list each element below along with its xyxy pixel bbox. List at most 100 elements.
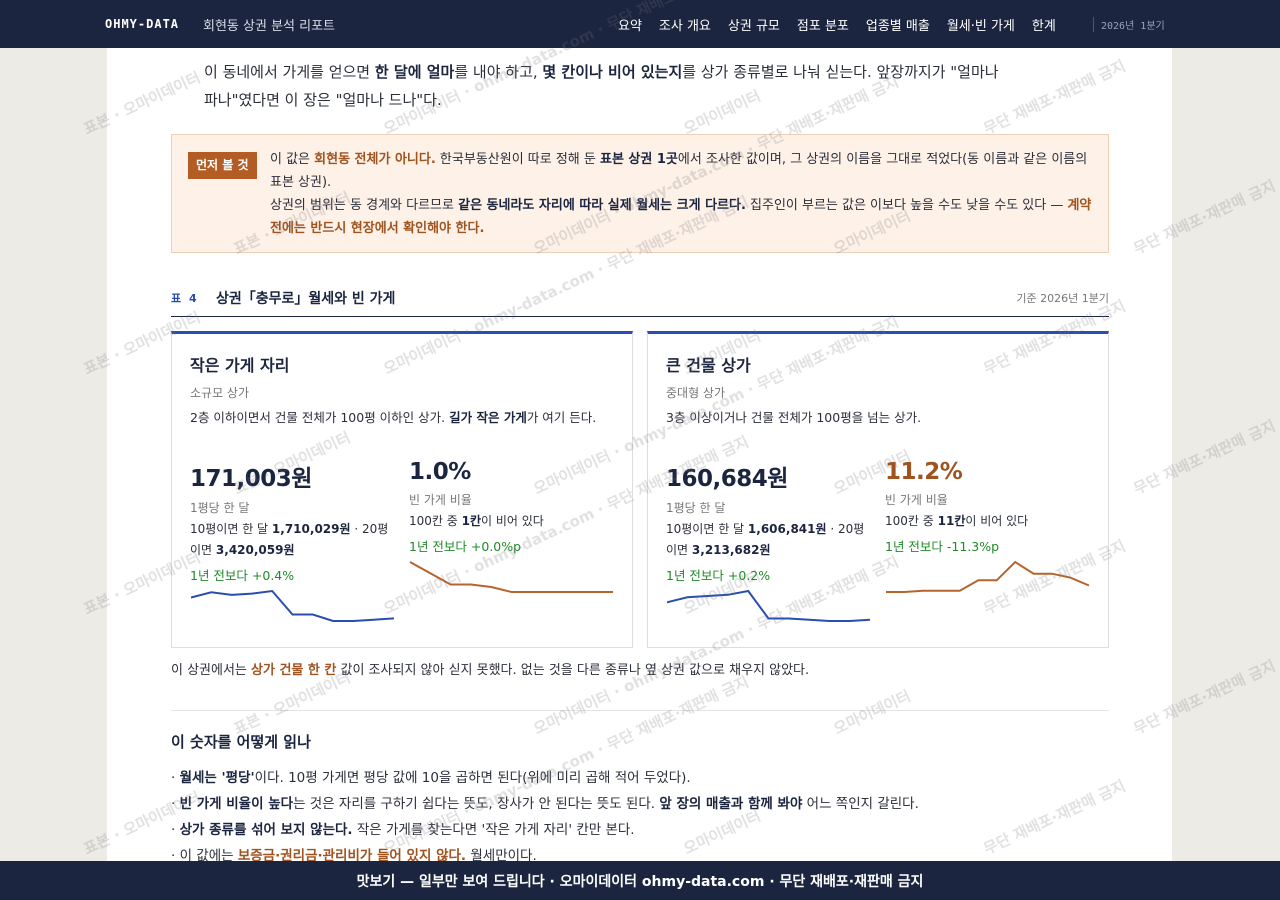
card-title: 작은 가게 자리 xyxy=(190,356,290,375)
text-run: 를 내야 하고, xyxy=(454,63,543,81)
text-run: 100칸 중 xyxy=(885,514,938,528)
metric-value: 171,003원 xyxy=(190,466,312,492)
text-run: 10평이면 한 달 xyxy=(190,522,272,536)
text-run: 같은 동네라도 자리에 따라 실제 월세는 크게 다르다. xyxy=(458,198,746,213)
text-run: · 20평이면 xyxy=(190,522,389,557)
metric-label: 빈 가게 비율 xyxy=(409,493,472,507)
text-run: 10평이면 한 달 xyxy=(666,522,748,536)
card-title: 큰 건물 상가 xyxy=(666,356,751,375)
metric-change: 1년 전보다 +0.4% xyxy=(190,568,295,583)
text-run: 11칸 xyxy=(937,514,966,528)
intro: 이 동네에서 가게를 얻으면 한 달에 얼마를 내야 하고, 몇 칸이나 비어 … xyxy=(204,58,1004,114)
metric-change: 1년 전보다 +0.0%p xyxy=(409,539,522,554)
trend-line xyxy=(190,589,395,622)
text-run: 길가 작은 가게 xyxy=(449,410,527,425)
metric: 171,003원 1평당 한 달 10평이면 한 달 1,710,029원 · 20… xyxy=(190,459,395,624)
notice-line: 상권의 범위는 동 경계와 다르므로 같은 동네라도 자리에 따라 실제 월세는… xyxy=(270,194,1092,240)
text-run: 가 여기 든다. xyxy=(526,410,597,425)
text-run: 100칸 중 xyxy=(409,514,462,528)
metric-detail: 100칸 중 11칸이 비어 있다 xyxy=(885,511,1090,532)
nav-item[interactable]: 월세·빈 가게 xyxy=(946,18,1015,34)
metric-detail: 10평이면 한 달 1,606,841원 · 20평이면 3,213,682원 xyxy=(666,519,871,561)
nav-item[interactable]: 점포 분포 xyxy=(796,18,849,34)
metric-change: 1년 전보다 +0.2% xyxy=(666,568,771,583)
sparkline xyxy=(409,561,613,593)
sparkline xyxy=(666,589,871,622)
brand[interactable]: OHMY-DATA xyxy=(105,17,180,31)
text-run: 3,420,059원 xyxy=(215,543,295,557)
nav-item[interactable]: 한계 xyxy=(1031,18,1056,34)
text-run: 이 비어 있다 xyxy=(481,514,544,528)
text-run: 1,710,029원 xyxy=(271,522,351,536)
text-run: 이 비어 있다 xyxy=(965,514,1029,528)
text-run: 이 동네에서 가게를 얻으면 xyxy=(204,63,375,81)
metrics: 171,003원 1평당 한 달 10평이면 한 달 1,710,029원 · 20… xyxy=(190,459,614,624)
text-run: 1,606,841원 xyxy=(747,522,827,536)
text-run: 앞 장의 매출과 함께 봐야 xyxy=(659,796,803,812)
text-run: 이 값은 xyxy=(270,152,315,167)
metric-detail: 100칸 중 1칸이 비어 있다 xyxy=(409,511,614,532)
notice: 먼저 볼 것 이 값은 회현동 전체가 아니다. 한국부동산원이 따로 정해 둔… xyxy=(171,134,1109,253)
metrics: 160,684원 1평당 한 달 10평이면 한 달 1,606,841원 · 20… xyxy=(666,459,1090,624)
nav: 요약 조사 개요 상권 규모 점포 분포 업종별 매출 월세·빈 가게 한계 xyxy=(618,15,1056,34)
metric: 1.0% 빈 가게 비율 100칸 중 1칸이 비어 있다 1년 전보다 +0.0%p xyxy=(409,459,614,624)
text-run: 몇 칸이나 비어 있는지 xyxy=(542,63,683,81)
nav-item[interactable]: 요약 xyxy=(618,18,642,34)
report-title: 회현동 상권 분석 리포트 xyxy=(203,18,335,34)
text-run: 작은 가게를 찾는다면 '작은 가게 자리' 칸만 본다. xyxy=(352,822,635,838)
metric-change: 1년 전보다 -11.3%p xyxy=(885,539,1000,554)
trend-line xyxy=(886,560,1090,593)
section-title: 이 숫자를 어떻게 읽나 xyxy=(171,733,311,751)
text-run: 를 상가 종류별로 나눠 싣는다. 앞장까지가 "얼마나 파나"였다면 이 장은… xyxy=(204,63,999,109)
metric-label: 빈 가게 비율 xyxy=(885,493,948,507)
text-run: 이다. 10평 가게면 평당 값에 10을 곱하면 된다(위에 미리 곱해 적어… xyxy=(254,770,691,786)
text-run: 어느 쪽인지 갈린다. xyxy=(802,796,919,812)
notice-tag: 먼저 볼 것 xyxy=(188,152,257,179)
nav-item[interactable]: 조사 개요 xyxy=(658,18,711,34)
metric-label: 1평당 한 달 xyxy=(190,501,250,515)
text-run: 표본 상권 1곳 xyxy=(599,152,678,167)
sparkline xyxy=(190,589,395,622)
nav-item[interactable]: 업종별 매출 xyxy=(865,18,930,34)
text-run: 회현동 전체가 아니다. xyxy=(314,152,436,167)
howto-item: 월세는 '평당'이다. 10평 가게면 평당 값에 10을 곱하면 된다(위에 … xyxy=(171,765,919,791)
content: 이 동네에서 가게를 얻으면 한 달에 얼마를 내야 하고, 몇 칸이나 비어 … xyxy=(107,48,1172,861)
metric: 11.2% 빈 가게 비율 100칸 중 11칸이 비어 있다 1년 전보다 -11.… xyxy=(885,459,1090,624)
nav-item[interactable]: 상권 규모 xyxy=(727,18,780,34)
footer: 맛보기 — 일부만 보여 드립니다 · 오마이데이터 ohmy-data.com… xyxy=(0,861,1280,900)
text-run: 월세만이다. xyxy=(466,848,537,861)
howto-list: 월세는 '평당'이다. 10평 가게면 평당 값에 10을 곱하면 된다(위에 … xyxy=(171,765,919,861)
metric-label: 1평당 한 달 xyxy=(666,501,726,515)
text-run: 보증금·권리금·관리비가 들어 있지 않다. xyxy=(237,848,467,861)
table-note: 이 상권에서는 상가 건물 한 칸 값이 조사되지 않아 싣지 못했다. 없는 … xyxy=(171,659,809,678)
text-run: 한국부동산원이 따로 정해 둔 xyxy=(435,152,600,167)
howto-item: 상가 종류를 섞어 보지 않는다. 작은 가게를 찾는다면 '작은 가게 자리'… xyxy=(171,817,919,843)
text-run: · 20평이면 xyxy=(666,522,865,557)
table-header: 표 4 상권「충무로」월세와 빈 가게 기준 2026년 1분기 xyxy=(171,284,1109,317)
table-basis: 기준 2026년 1분기 xyxy=(1016,292,1109,305)
sparkline xyxy=(886,560,1090,593)
text-run: 이 상권에서는 xyxy=(171,663,252,678)
text-run: 상가 건물 한 칸 xyxy=(251,663,337,678)
metric-value: 11.2% xyxy=(885,459,963,485)
text-run: 값이 조사되지 않아 싣지 못했다. 없는 것을 다른 종류나 옆 상권 값으로… xyxy=(336,663,810,678)
text-run: 집주인이 부르는 값은 이보다 높을 수도 낮을 수도 있다 — xyxy=(745,198,1068,213)
metric-value: 160,684원 xyxy=(666,466,788,492)
howto-item: 빈 가게 비율이 높다는 것은 자리를 구하기 쉽다는 뜻도, 장사가 안 된다… xyxy=(171,791,919,817)
table-title: 상권「충무로」월세와 빈 가게 xyxy=(216,291,396,307)
text-run: 한 달에 얼마 xyxy=(374,63,455,81)
card-subtitle: 소규모 상가 xyxy=(190,386,250,400)
card-desc: 3층 이상이거나 건물 전체가 100평을 넘는 상가. xyxy=(666,407,1090,449)
text-run: 계약 전에는 반드시 현장에서 확인해야 한다. xyxy=(270,198,1092,236)
text-run: 2층 이하이면서 건물 전체가 100평 이하인 상가. xyxy=(190,410,450,425)
text-run: 월세는 '평당' xyxy=(179,770,255,786)
text-run: 3층 이상이거나 건물 전체가 100평을 넘는 상가. xyxy=(666,410,922,425)
text-run: 빈 가게 비율이 높다 xyxy=(179,796,294,812)
table-label: 표 4 xyxy=(171,292,199,305)
metric-detail: 10평이면 한 달 1,710,029원 · 20평이면 3,420,059원 xyxy=(190,519,395,561)
card-subtitle: 중대형 상가 xyxy=(666,386,726,400)
howto-item: 이 값에는 보증금·권리금·관리비가 들어 있지 않다. 월세만이다. xyxy=(171,843,919,861)
